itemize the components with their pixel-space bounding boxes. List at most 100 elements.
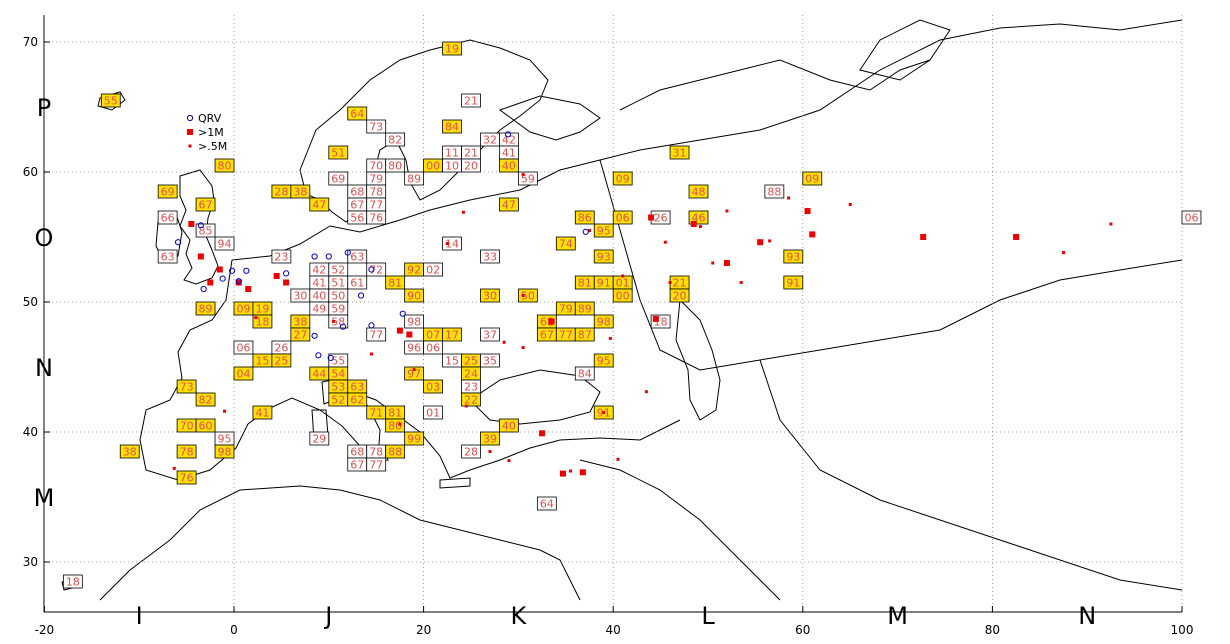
qrv-marker <box>368 266 375 273</box>
grid-square <box>480 249 500 264</box>
grid-square-label: 77 <box>369 459 383 472</box>
grid-square-label: 85 <box>199 225 213 238</box>
grid-square <box>480 431 500 446</box>
grid-square-label: 89 <box>578 303 592 316</box>
grid-square-label: 81 <box>388 277 402 290</box>
field-row-label: M <box>34 484 55 512</box>
grid-square <box>423 262 443 277</box>
x-tick-label: 60 <box>795 623 810 637</box>
grid-square <box>195 392 216 407</box>
grid-square-label: 84 <box>445 121 459 134</box>
activity-marker-large <box>406 331 413 338</box>
grid-square <box>366 327 387 342</box>
grid-square-label: 82 <box>199 394 213 407</box>
activity-marker-large <box>809 231 816 238</box>
grid-square <box>290 327 311 342</box>
grid-square-label: 62 <box>350 394 364 407</box>
qrv-marker <box>325 253 332 260</box>
activity-marker-small <box>502 340 506 344</box>
grid-square <box>480 353 500 368</box>
activity-marker-small <box>768 239 772 243</box>
field-row-letters: P O N M <box>34 94 55 512</box>
x-tick-label: 100 <box>1171 623 1194 637</box>
grid-square <box>593 249 614 264</box>
activity-marker-small <box>1062 251 1065 255</box>
grid-square-label: 77 <box>369 329 383 342</box>
grid-square <box>366 119 387 134</box>
grid-square <box>423 379 443 394</box>
grid-square <box>404 366 425 381</box>
grid-square <box>499 158 519 173</box>
activity-marker-small <box>616 457 620 461</box>
grid-square <box>366 262 387 277</box>
field-col-letters: I J K L M N <box>136 602 1097 630</box>
grid-square <box>404 314 425 329</box>
legend-small-icon <box>188 144 192 148</box>
legend-label: >.5M <box>198 140 227 153</box>
grid-square-label: 27 <box>293 329 307 342</box>
grid-square <box>309 431 330 446</box>
grid-square <box>328 171 349 186</box>
grid-square <box>764 184 785 199</box>
grid-square-label: 22 <box>464 394 478 407</box>
grid-square-label: 20 <box>673 290 687 303</box>
activity-marker-small <box>739 281 743 284</box>
grid-square-label: 80 <box>388 420 402 433</box>
grid-square <box>290 184 311 199</box>
grid-square-label: 02 <box>426 264 440 277</box>
qrv-marker <box>243 267 250 274</box>
qrv-marker <box>219 275 226 282</box>
grid-square-label: 91 <box>597 277 611 290</box>
grid-square-label: 09 <box>616 173 630 186</box>
grid-square <box>309 197 330 212</box>
activity-marker-small <box>172 466 176 470</box>
grid-square-label: 80 <box>218 160 232 173</box>
grid-square-label: 98 <box>407 316 421 329</box>
activity-marker-small <box>668 281 672 284</box>
grid-square-label: 97 <box>407 368 421 381</box>
grid-square <box>385 418 406 433</box>
grid-square-label: 06 <box>616 212 630 225</box>
grid-square-label: 01 <box>426 407 440 420</box>
legend-label: >1M <box>198 126 224 139</box>
grid-square-label: 24 <box>464 368 478 381</box>
qrv-marker <box>344 249 351 256</box>
grid-square-label: 87 <box>578 329 592 342</box>
grid-square-label: 67 <box>540 329 554 342</box>
grid-square-label: 63 <box>350 251 364 264</box>
field-row-label: O <box>35 224 54 252</box>
grid-square <box>328 314 349 329</box>
activity-marker-small <box>464 404 468 408</box>
grid-square <box>157 184 178 199</box>
activity-marker-small <box>588 229 591 232</box>
grid-square-label: 69 <box>161 186 175 199</box>
field-col-label: N <box>1078 602 1096 630</box>
grid-square <box>214 444 235 459</box>
grid-square-label: 00 <box>426 160 440 173</box>
qrv-marker <box>504 131 512 138</box>
activity-marker-small <box>1109 222 1113 226</box>
qrv-marker <box>311 253 318 260</box>
grid-square-label: 26 <box>274 342 288 355</box>
grid-square <box>176 444 197 459</box>
grid-square-label: 79 <box>559 303 573 316</box>
grid-square-label: 32 <box>483 134 497 147</box>
activity-marker-small <box>254 316 258 320</box>
grid-square <box>385 132 406 147</box>
grid-square-label: 79 <box>369 173 383 186</box>
grid-square-label: 90 <box>407 290 421 303</box>
grid-square <box>271 353 292 368</box>
y-tick-label: 70 <box>23 35 38 49</box>
grid-square-label: 35 <box>483 355 497 368</box>
activity-marker-small <box>644 390 648 394</box>
grid-square-label: 49 <box>312 303 326 316</box>
grid-square-label: 76 <box>180 472 194 485</box>
grid-square-label: 99 <box>407 433 421 446</box>
activity-marker-large <box>723 260 730 266</box>
grid-square <box>404 288 425 303</box>
qrv-marker <box>315 352 322 359</box>
grid-square-label: 77 <box>369 199 383 212</box>
grid-square-label: 40 <box>502 420 516 433</box>
grid-square <box>442 236 462 251</box>
